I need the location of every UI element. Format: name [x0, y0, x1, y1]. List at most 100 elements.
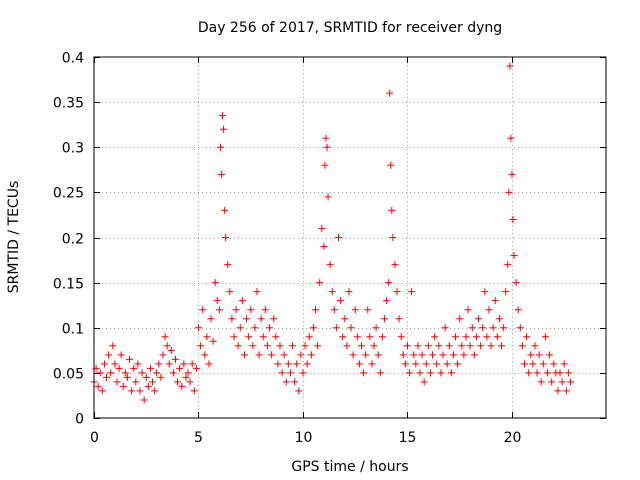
data-point	[117, 351, 125, 359]
data-point	[201, 351, 209, 359]
chart-title: Day 256 of 2017, SRMTID for receiver dyn…	[198, 20, 502, 36]
data-point	[188, 360, 196, 368]
data-point	[527, 351, 535, 359]
data-point	[103, 373, 111, 381]
data-point	[278, 369, 286, 377]
data-point	[257, 315, 265, 323]
data-point	[489, 324, 497, 332]
data-point	[554, 387, 562, 395]
data-point	[119, 382, 127, 390]
data-point	[364, 306, 372, 314]
data-point	[109, 342, 117, 350]
data-point	[323, 143, 331, 151]
data-point	[98, 387, 106, 395]
y-axis-label: SRMTID / TECUs	[6, 181, 22, 294]
data-point	[107, 369, 115, 377]
data-point	[525, 369, 533, 377]
data-point	[172, 355, 180, 363]
data-point	[153, 369, 161, 377]
data-point	[339, 333, 347, 341]
data-point	[443, 360, 451, 368]
data-point	[245, 333, 253, 341]
data-point	[330, 306, 338, 314]
data-point	[447, 369, 455, 377]
data-point	[322, 134, 330, 142]
data-point	[274, 360, 282, 368]
data-point	[347, 324, 355, 332]
data-point	[491, 297, 499, 305]
data-point	[460, 351, 468, 359]
data-point	[234, 342, 242, 350]
data-point	[548, 378, 556, 386]
data-point	[383, 297, 391, 305]
data-point	[368, 360, 376, 368]
data-point	[151, 387, 159, 395]
data-point	[226, 288, 234, 296]
data-point	[401, 360, 409, 368]
data-point	[512, 279, 520, 287]
data-point	[558, 378, 566, 386]
data-point	[360, 369, 368, 377]
data-point	[385, 279, 393, 287]
data-point	[253, 288, 261, 296]
data-point	[506, 62, 514, 70]
data-point	[307, 351, 315, 359]
data-point	[416, 369, 424, 377]
data-point	[397, 333, 405, 341]
data-point	[328, 288, 336, 296]
data-point	[389, 234, 397, 241]
data-point	[464, 306, 472, 314]
data-point	[535, 351, 543, 359]
x-tick-label: 0	[90, 430, 99, 446]
data-point	[149, 378, 157, 386]
data-point	[429, 351, 437, 359]
data-point	[470, 351, 478, 359]
data-point	[215, 306, 223, 314]
data-point	[157, 373, 165, 381]
data-point	[523, 333, 531, 341]
data-point	[485, 306, 493, 314]
data-point	[408, 288, 416, 296]
data-point	[508, 170, 516, 178]
data-point	[441, 324, 449, 332]
data-point	[132, 378, 140, 386]
data-point	[123, 373, 131, 381]
data-point	[263, 342, 271, 350]
data-point	[105, 351, 113, 359]
data-point	[505, 188, 513, 196]
data-point	[165, 360, 173, 368]
data-point	[324, 193, 332, 201]
plot-frame	[93, 56, 607, 419]
data-point	[180, 360, 188, 368]
data-point	[386, 89, 394, 97]
data-point	[178, 382, 186, 390]
data-point	[481, 288, 489, 296]
data-point	[203, 333, 211, 341]
data-point	[238, 297, 246, 305]
data-point	[391, 261, 399, 269]
data-point	[312, 306, 320, 314]
data-point	[439, 351, 447, 359]
data-point	[190, 387, 198, 395]
data-point	[437, 369, 445, 377]
data-point	[134, 360, 142, 368]
data-point	[498, 342, 506, 350]
data-point	[146, 364, 154, 372]
y-tick-labels: 0 0.05 0.1 0.15 0.2 0.25 0.3 0.35 0.4	[53, 51, 84, 428]
data-point	[284, 360, 292, 368]
data-point	[431, 333, 439, 341]
y-tick-label: 0.05	[53, 367, 84, 383]
data-point	[502, 288, 510, 296]
data-point	[216, 143, 224, 151]
y-tick-label: 0.1	[62, 322, 84, 338]
data-point	[236, 324, 244, 332]
data-point	[504, 261, 512, 269]
data-point	[174, 378, 182, 386]
data-point	[169, 369, 177, 377]
data-point	[184, 369, 192, 377]
data-point	[388, 206, 396, 214]
data-point	[372, 324, 380, 332]
data-point	[161, 333, 169, 341]
data-point	[222, 234, 230, 241]
